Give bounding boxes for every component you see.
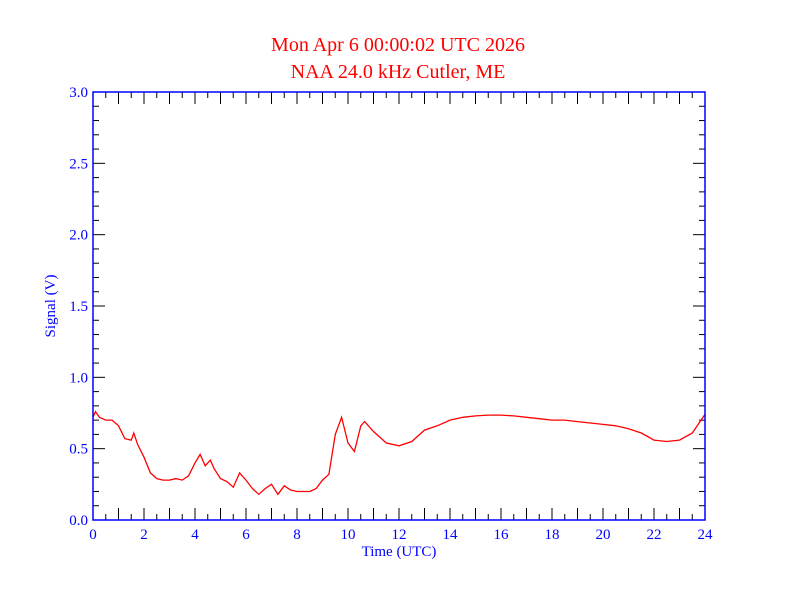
x-tick-label: 18 [545,527,560,543]
y-tick-label: 1.0 [69,370,88,386]
y-tick-label: 1.5 [69,299,88,315]
x-tick-label: 8 [293,527,301,543]
y-tick-label: 0.5 [69,442,88,458]
x-tick-label: 24 [698,527,714,543]
x-tick-label: 22 [647,527,662,543]
x-tick-label: 0 [89,527,97,543]
x-tick-label: 14 [443,527,459,543]
x-axis-label: Time (UTC) [362,544,437,560]
y-axis-label: Signal (V) [43,275,59,338]
x-tick-label: 16 [494,527,510,543]
plot-frame [92,91,706,521]
series-line [92,410,706,496]
x-tick-label: 4 [191,527,199,543]
x-tick-label: 6 [242,527,250,543]
x-tick-label: 12 [392,527,407,543]
chart-title: Mon Apr 6 00:00:02 UTC 2026 [271,34,525,56]
x-tick-label: 20 [596,527,611,543]
y-tick-label: 2.0 [69,228,88,244]
y-tick-label: 2.5 [69,156,88,172]
y-tick-label: 0.0 [69,513,88,529]
chart-subtitle: NAA 24.0 kHz Cutler, ME [291,61,506,83]
y-tick-label: 3.0 [69,85,88,101]
x-tick-label: 2 [140,527,148,543]
x-tick-label: 10 [341,527,356,543]
